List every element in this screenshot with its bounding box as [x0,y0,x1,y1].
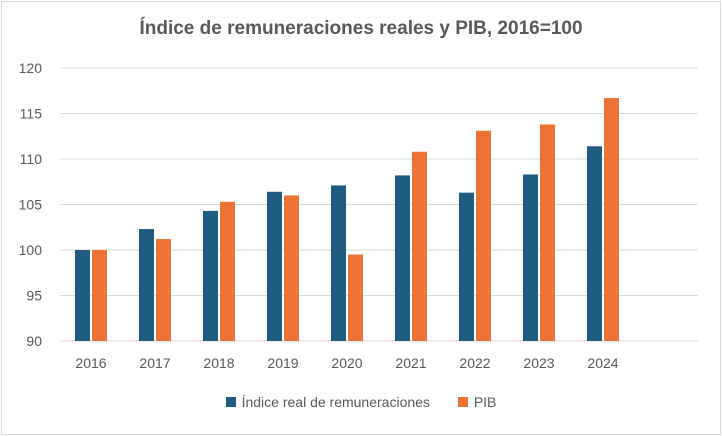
y-tick-label: 105 [19,197,43,213]
x-tick-label: 2020 [331,355,362,371]
bar-remuneraciones [587,146,602,341]
chart-title: Índice de remuneraciones reales y PIB, 2… [139,18,583,39]
legend-item-remuneraciones: Índice real de remuneraciones [225,394,430,410]
legend-item-pib: PIB [457,394,497,410]
bar-remuneraciones [203,210,218,341]
bar-pib [92,250,107,341]
bar-remuneraciones [139,229,154,341]
x-tick-label: 2022 [459,355,490,371]
bar-pib [540,124,555,341]
y-tick-label: 120 [19,60,43,76]
bar-pib [156,239,171,341]
y-tick-label: 90 [26,333,42,349]
bar-pib [604,98,619,341]
bar-pib [284,195,299,341]
bar-pib [348,254,363,341]
bar-remuneraciones [331,185,346,341]
legend-label-pib: PIB [473,394,497,410]
y-tick-label: 100 [19,242,43,258]
x-tick-label: 2021 [395,355,426,371]
bar-pib [412,151,427,341]
y-tick-label: 115 [20,106,43,122]
bar-remuneraciones [459,192,474,341]
legend: Índice real de remuneraciones PIB [0,394,722,410]
legend-label-remuneraciones: Índice real de remuneraciones [241,394,430,410]
bar-remuneraciones [395,175,410,341]
bar-remuneraciones [523,174,538,341]
x-tick-label: 2016 [75,355,106,371]
x-tick-label: 2018 [203,355,234,371]
x-tick-label: 2023 [523,355,554,371]
y-tick-label: 110 [20,151,43,167]
y-tick-label: 95 [26,288,42,304]
x-tick-label: 2019 [267,355,298,371]
bar-remuneraciones [75,250,90,341]
legend-swatch-pib [457,397,468,407]
bar-remuneraciones [267,191,282,341]
bar-pib [220,201,235,341]
legend-swatch-remuneraciones [225,397,236,407]
x-tick-label: 2017 [139,355,170,371]
x-tick-label: 2024 [587,355,618,371]
bar-pib [476,130,491,341]
